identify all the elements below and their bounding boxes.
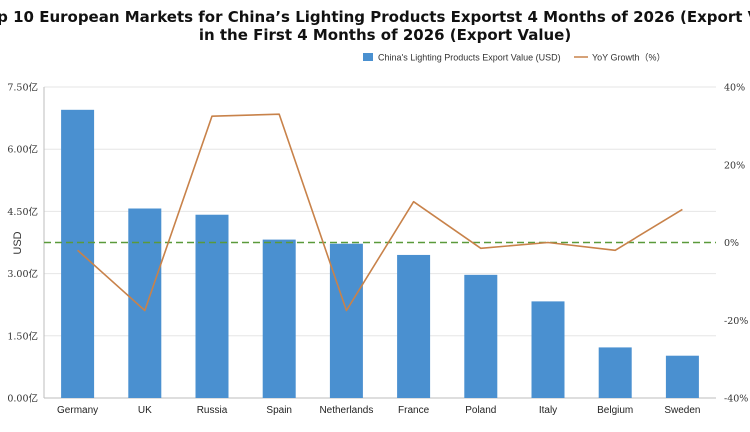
y-left-tick-label: 3.00亿 xyxy=(7,268,38,280)
bar-series xyxy=(61,109,699,398)
y-left-tick-label: 6.00亿 xyxy=(7,144,38,156)
bar-uk xyxy=(128,208,162,398)
bar-italy xyxy=(531,301,565,398)
bar-germany xyxy=(61,109,95,398)
bar-sweden xyxy=(665,355,699,398)
x-tick-label: France xyxy=(398,405,430,416)
y-right-tick-label: 20% xyxy=(724,160,745,171)
bar-spain xyxy=(262,239,296,398)
x-tick-label: Netherlands xyxy=(319,405,373,416)
bar-france xyxy=(397,254,431,398)
bar-netherlands xyxy=(329,243,363,398)
x-tick-label: Sweden xyxy=(664,405,700,416)
chart-title-line-2: in the First 4 Months of 2026 (Export Va… xyxy=(199,26,571,44)
y-right-tick-label: -40% xyxy=(724,394,748,405)
x-tick-label: UK xyxy=(138,405,152,416)
y-left-tick-label: 0.00亿 xyxy=(7,393,38,405)
bar-russia xyxy=(195,214,229,398)
y-left-tick-label: 1.50亿 xyxy=(7,330,38,342)
line-series xyxy=(77,113,683,312)
bar-poland xyxy=(464,274,498,398)
legend: China's Lighting Products Export Value (… xyxy=(363,53,666,63)
y-axis-label: USD xyxy=(12,231,24,254)
x-tick-label: Spain xyxy=(266,405,292,416)
y-left-tick-label: 4.50亿 xyxy=(7,206,38,218)
y-right-tick-label: 0% xyxy=(724,238,739,249)
chart-title-line-1: Top 10 European Markets for China’s Ligh… xyxy=(0,8,750,26)
legend-label-line: YoY Growth（%） xyxy=(592,53,666,63)
y-right-tick-label: 40% xyxy=(724,83,745,94)
x-tick-label: Poland xyxy=(465,405,496,416)
legend-swatch-bar xyxy=(363,53,373,61)
legend-label-bar: China's Lighting Products Export Value (… xyxy=(378,53,561,63)
y-left-tick-label: 7.50亿 xyxy=(7,82,38,94)
y-right-tick-label: -20% xyxy=(724,316,748,327)
x-tick-label: Russia xyxy=(197,405,228,416)
growth-line xyxy=(77,113,683,312)
x-tick-label: Belgium xyxy=(597,405,633,416)
x-tick-label: Germany xyxy=(57,405,98,416)
bar-belgium xyxy=(598,347,632,398)
axes: 0.00亿 1.50亿 3.00亿 4.50亿 6.00亿 7.50亿 -40% -20% 0%… xyxy=(7,82,748,417)
x-tick-label: Italy xyxy=(539,405,557,416)
